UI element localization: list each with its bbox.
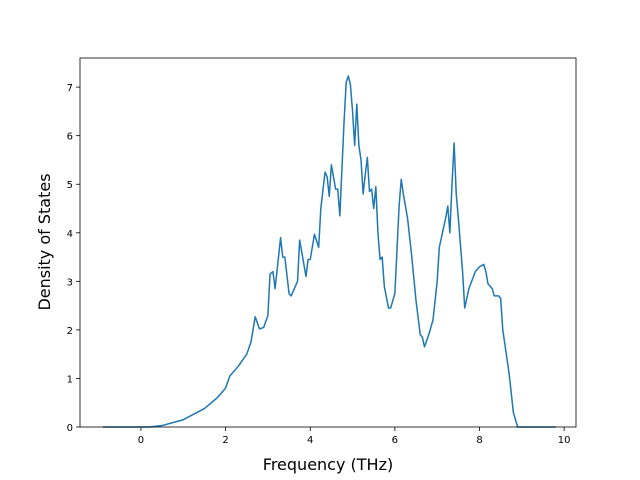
x-tick-label: 10 [558, 435, 571, 446]
axes-frame [79, 57, 577, 428]
y-axis-label: Density of States [35, 173, 54, 310]
y-tick-label: 0 [67, 423, 73, 434]
y-tick-label: 6 [67, 132, 73, 143]
y-tick-label: 2 [67, 326, 73, 337]
y-tick-label: 4 [67, 229, 73, 240]
y-tick-label: 3 [67, 277, 73, 288]
x-tick-label: 2 [222, 435, 228, 446]
y-tick-label: 5 [67, 180, 73, 191]
x-tick-label: 4 [307, 435, 313, 446]
x-tick-label: 6 [392, 435, 398, 446]
y-tick-label: 7 [67, 83, 73, 94]
x-tick-label: 8 [476, 435, 482, 446]
density-line [102, 75, 556, 428]
x-axis-label: Frequency (THz) [263, 455, 393, 474]
x-tick-label: 0 [138, 435, 144, 446]
y-tick-label: 1 [67, 374, 73, 385]
